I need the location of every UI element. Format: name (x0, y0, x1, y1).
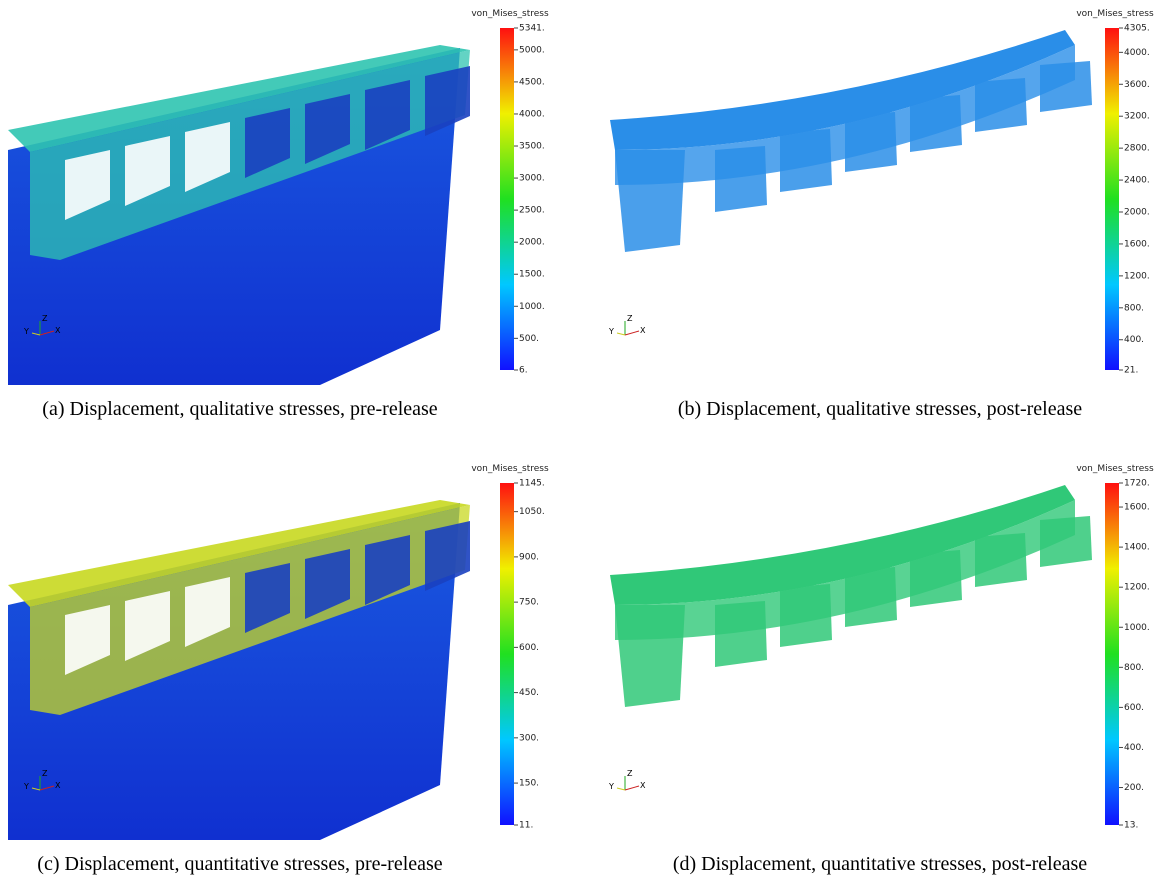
colorbar-title: von_Mises_stress (1076, 9, 1154, 19)
colorbar (1105, 28, 1119, 370)
colorbar-tick-label: 800. (1124, 663, 1144, 673)
pillar (845, 567, 897, 627)
colorbar-tick-label: 4000. (519, 109, 545, 119)
axis-y (617, 788, 625, 790)
colorbar-tick-label: 450. (519, 688, 539, 698)
colorbar-tick-label: 2800. (1124, 144, 1150, 154)
axis-label: Y (608, 782, 614, 791)
colorbar-tick-label: 4000. (1124, 48, 1150, 58)
pillar (615, 605, 685, 707)
colorbar-tick-label: 11. (519, 821, 533, 831)
colorbar (500, 483, 514, 825)
colorbar-tick-label: 200. (1124, 783, 1144, 793)
colorbar-tick-label: 2500. (519, 206, 545, 216)
axis-label: Y (23, 782, 29, 791)
colorbar-tick-label: 150. (519, 779, 539, 789)
colorbar-tick-label: 3600. (1124, 80, 1150, 90)
pillar (910, 95, 962, 152)
colorbar-tick-label: 2400. (1124, 176, 1150, 186)
axis-label: Y (608, 327, 614, 336)
pillar (1040, 61, 1092, 112)
caption: (b) Displacement, qualitative stresses, … (678, 398, 1082, 420)
colorbar-title: von_Mises_stress (471, 9, 549, 19)
colorbar-title: von_Mises_stress (471, 464, 549, 474)
colorbar-tick-label: 600. (1124, 703, 1144, 713)
axis-label: Z (627, 314, 633, 323)
pillar (845, 112, 897, 172)
axis-label: X (55, 326, 61, 335)
colorbar-tick-label: 1500. (519, 270, 545, 280)
colorbar-tick-label: 5000. (519, 45, 545, 55)
colorbar-tick-label: 13. (1124, 821, 1138, 831)
axis-label: Z (42, 769, 48, 778)
colorbar-tick-label: 900. (519, 552, 539, 562)
colorbar-tick-label: 4305. (1124, 24, 1150, 34)
pillar (975, 533, 1027, 587)
colorbar-tick-label: 2000. (519, 238, 545, 248)
axis-label: X (55, 781, 61, 790)
axis-label: X (640, 781, 646, 790)
axes-triad: Z Y X (608, 314, 646, 336)
caption: (a) Displacement, qualitative stresses, … (42, 398, 438, 420)
colorbar-tick-label: 6. (519, 366, 528, 376)
colorbar-tick-label: 300. (519, 733, 539, 743)
pillar (780, 129, 832, 192)
pillar (1040, 516, 1092, 567)
colorbar-tick-label: 1600. (1124, 239, 1150, 249)
pillar (910, 550, 962, 607)
colorbar-tick-label: 3200. (1124, 112, 1150, 122)
colorbar-tick-label: 400. (1124, 335, 1144, 345)
caption: (d) Displacement, quantitative stresses,… (673, 853, 1087, 875)
colorbar-tick-label: 1145. (519, 479, 545, 489)
colorbar-tick-label: 600. (519, 643, 539, 653)
colorbar-tick-label: 800. (1124, 303, 1144, 313)
colorbar-tick-label: 1000. (1124, 623, 1150, 633)
axis-label: Z (42, 314, 48, 323)
colorbar-tick-label: 1600. (1124, 503, 1150, 513)
colorbar-tick-label: 750. (519, 598, 539, 608)
colorbar-tick-label: 2000. (1124, 208, 1150, 218)
colorbar (1105, 483, 1119, 825)
colorbar-tick-label: 1000. (519, 302, 545, 312)
pillar (615, 150, 685, 252)
colorbar-tick-label: 5341. (519, 24, 545, 34)
caption: (c) Displacement, quantitative stresses,… (37, 853, 443, 875)
axis-x (625, 786, 639, 790)
colorbar-tick-label: 3500. (519, 142, 545, 152)
colorbar-tick-label: 21. (1124, 366, 1138, 376)
axis-label: Y (23, 327, 29, 336)
colorbar-tick-label: 1200. (1124, 583, 1150, 593)
colorbar-tick-label: 1200. (1124, 271, 1150, 281)
axis-x (625, 331, 639, 335)
pillar (715, 146, 767, 212)
opening (425, 66, 470, 136)
opening (425, 521, 470, 591)
pillar (715, 601, 767, 667)
axis-y (617, 333, 625, 335)
colorbar-tick-label: 1720. (1124, 479, 1150, 489)
colorbar-tick-label: 1400. (1124, 543, 1150, 553)
figure: Z Y Xvon_Mises_stress 5341. 5000. 4500. 4000. 3… (0, 0, 1169, 888)
colorbar (500, 28, 514, 370)
axes-triad: Z Y X (608, 769, 646, 791)
axis-label: X (640, 326, 646, 335)
colorbar-tick-label: 400. (1124, 743, 1144, 753)
axis-label: Z (627, 769, 633, 778)
colorbar-title: von_Mises_stress (1076, 464, 1154, 474)
colorbar-tick-label: 4500. (519, 77, 545, 87)
pillar (975, 78, 1027, 132)
colorbar-tick-label: 1050. (519, 507, 545, 517)
colorbar-tick-label: 500. (519, 334, 539, 344)
colorbar-tick-label: 3000. (519, 174, 545, 184)
pillar (780, 584, 832, 647)
